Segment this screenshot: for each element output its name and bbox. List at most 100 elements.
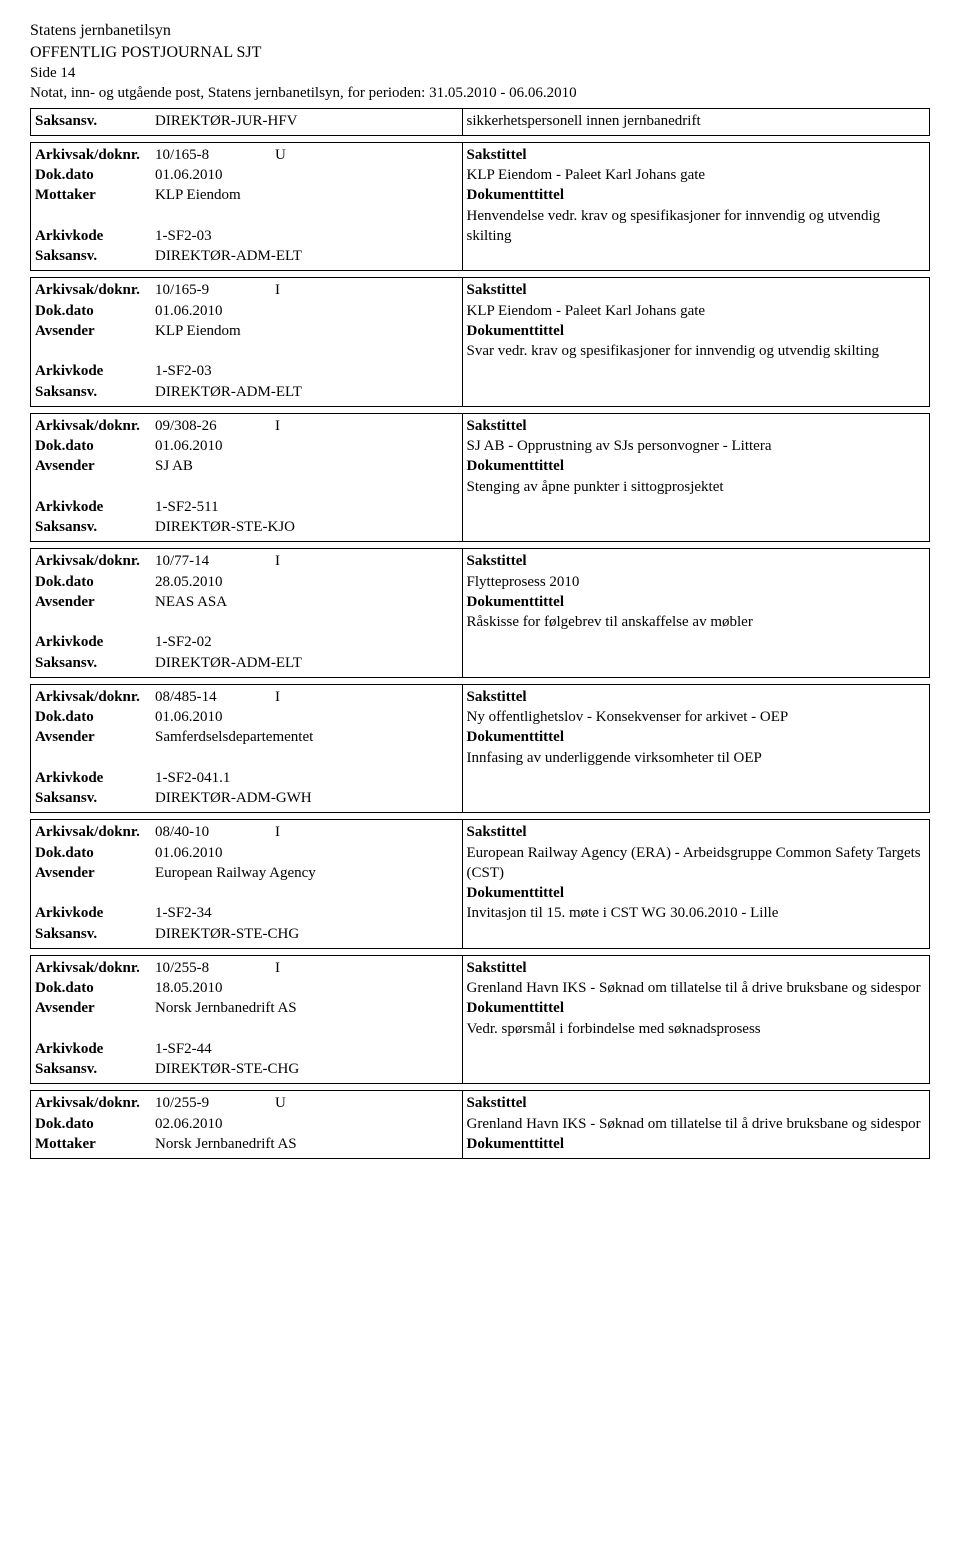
arkivsak-value: 10/165-8U	[155, 145, 458, 165]
saksansv-label: Saksansv.	[35, 111, 155, 131]
saksansv-value: DIREKTØR-STE-KJO	[155, 517, 458, 537]
entry-table: Arkivsak/doknr.10/165-9IDok.dato01.06.20…	[30, 277, 930, 407]
party-label: Avsender	[35, 727, 155, 747]
arkivkode-value: 1-SF2-041.1	[155, 768, 458, 788]
party-label: Avsender	[35, 456, 155, 476]
dokdato-value: 01.06.2010	[155, 165, 458, 185]
sakstittel-value: KLP Eiendom - Paleet Karl Johans gate	[467, 301, 925, 321]
dokumenttittel-label: Dokumenttittel	[467, 321, 925, 341]
party-value: Norsk Jernbanedrift AS	[155, 1134, 458, 1154]
entry-left-cell: Arkivsak/doknr.08/485-14IDok.dato01.06.2…	[31, 684, 463, 813]
entry-table: Arkivsak/doknr.10/165-8UDok.dato01.06.20…	[30, 142, 930, 272]
arkivsak-value: 10/255-8I	[155, 958, 458, 978]
party-label: Mottaker	[35, 1134, 155, 1154]
party-label: Avsender	[35, 592, 155, 612]
sakstittel-label: Sakstittel	[467, 1093, 925, 1113]
dokumenttittel-label: Dokumenttittel	[467, 592, 925, 612]
entry-left-cell: Arkivsak/doknr.10/165-9IDok.dato01.06.20…	[31, 278, 463, 407]
sakstittel-value: Flytteprosess 2010	[467, 572, 925, 592]
table-row: Arkivsak/doknr.09/308-26IDok.dato01.06.2…	[31, 413, 930, 542]
io-direction: U	[275, 1095, 286, 1111]
io-direction: I	[275, 418, 280, 434]
sakstittel-label: Sakstittel	[467, 822, 925, 842]
io-direction: I	[275, 282, 280, 298]
entry-left-cell: Arkivsak/doknr.08/40-10IDok.dato01.06.20…	[31, 820, 463, 949]
table-row: Arkivsak/doknr.10/255-9UDok.dato02.06.20…	[31, 1091, 930, 1159]
arkivsak-value: 10/77-14I	[155, 551, 458, 571]
arkivsak-label: Arkivsak/doknr.	[35, 687, 155, 707]
entry-right-cell: SakstittelEuropean Railway Agency (ERA) …	[462, 820, 929, 949]
entry-right-cell: SakstittelKLP Eiendom - Paleet Karl Joha…	[462, 142, 929, 271]
page-subtitle: Notat, inn- og utgående post, Statens je…	[30, 83, 930, 103]
entry-right-cell: SakstittelGrenland Havn IKS - Søknad om …	[462, 955, 929, 1084]
arkivkode-value: 1-SF2-34	[155, 903, 458, 923]
arkivkode-value: 1-SF2-03	[155, 226, 458, 246]
party-value: SJ AB	[155, 456, 458, 476]
saksansv-label: Saksansv.	[35, 246, 155, 266]
party-label: Avsender	[35, 998, 155, 1018]
party-value: KLP Eiendom	[155, 185, 458, 205]
dokumenttittel-value: Råskisse for følgebrev til anskaffelse a…	[467, 612, 925, 632]
arkivsak-label: Arkivsak/doknr.	[35, 145, 155, 165]
dokdato-value: 02.06.2010	[155, 1114, 458, 1134]
party-label: Avsender	[35, 863, 155, 883]
blank-line	[35, 1019, 155, 1039]
arkivkode-value: 1-SF2-511	[155, 497, 458, 517]
party-value: Norsk Jernbanedrift AS	[155, 998, 458, 1018]
page-header: Statens jernbanetilsyn OFFENTLIG POSTJOU…	[30, 20, 930, 104]
journal-title: OFFENTLIG POSTJOURNAL SJT	[30, 42, 930, 64]
sakstittel-label: Sakstittel	[467, 416, 925, 436]
entry-right-cell: SakstittelFlytteprosess 2010Dokumenttitt…	[462, 549, 929, 678]
sakstittel-value: Grenland Havn IKS - Søknad om tillatelse…	[467, 1114, 925, 1134]
io-direction: I	[275, 824, 280, 840]
entry-table: Arkivsak/doknr.08/485-14IDok.dato01.06.2…	[30, 684, 930, 814]
dokumenttittel-value: Vedr. spørsmål i forbindelse med søknads…	[467, 1019, 925, 1039]
dokdato-label: Dok.dato	[35, 843, 155, 863]
saksansv-label: Saksansv.	[35, 924, 155, 944]
entry-table: Arkivsak/doknr.08/40-10IDok.dato01.06.20…	[30, 819, 930, 949]
io-direction: I	[275, 553, 280, 569]
arkivsak-label: Arkivsak/doknr.	[35, 958, 155, 978]
sakstittel-label: Sakstittel	[467, 280, 925, 300]
blank-line	[35, 883, 155, 903]
dokdato-label: Dok.dato	[35, 978, 155, 998]
arkivkode-value: 1-SF2-44	[155, 1039, 458, 1059]
dokumenttittel-label: Dokumenttittel	[467, 998, 925, 1018]
arkivsak-value: 10/165-9I	[155, 280, 458, 300]
dokumenttittel-label: Dokumenttittel	[467, 185, 925, 205]
arkivkode-label: Arkivkode	[35, 1039, 155, 1059]
arkivsak-value: 10/255-9U	[155, 1093, 458, 1113]
sakstittel-value: Grenland Havn IKS - Søknad om tillatelse…	[467, 978, 925, 998]
sakstittel-label: Sakstittel	[467, 958, 925, 978]
blank-line	[35, 477, 155, 497]
entry-left-cell: Arkivsak/doknr.10/165-8UDok.dato01.06.20…	[31, 142, 463, 271]
dokumenttittel-label: Dokumenttittel	[467, 1134, 925, 1154]
dokumenttittel-value: Invitasjon til 15. møte i CST WG 30.06.2…	[467, 903, 925, 923]
table-row: Arkivsak/doknr.08/40-10IDok.dato01.06.20…	[31, 820, 930, 949]
arkivsak-label: Arkivsak/doknr.	[35, 1093, 155, 1113]
entry-table: Arkivsak/doknr.10/255-9UDok.dato02.06.20…	[30, 1090, 930, 1159]
table-row: Arkivsak/doknr.10/255-8IDok.dato18.05.20…	[31, 955, 930, 1084]
arkivsak-label: Arkivsak/doknr.	[35, 416, 155, 436]
entry-left-cell: Arkivsak/doknr.09/308-26IDok.dato01.06.2…	[31, 413, 463, 542]
arkivsak-value: 08/40-10I	[155, 822, 458, 842]
dokdato-label: Dok.dato	[35, 707, 155, 727]
table-row: Saksansv. DIREKTØR-JUR-HFV sikkerhetsper…	[31, 108, 930, 135]
page-number: Side 14	[30, 63, 930, 83]
entry-left-cell: Arkivsak/doknr.10/255-8IDok.dato18.05.20…	[31, 955, 463, 1084]
entry-table: Arkivsak/doknr.09/308-26IDok.dato01.06.2…	[30, 413, 930, 543]
top-right-cell: sikkerhetspersonell innen jernbanedrift	[462, 108, 929, 135]
party-label: Mottaker	[35, 185, 155, 205]
saksansv-value: DIREKTØR-STE-CHG	[155, 1059, 458, 1079]
dokumenttittel-label: Dokumenttittel	[467, 727, 925, 747]
arkivkode-label: Arkivkode	[35, 903, 155, 923]
dokdato-value: 01.06.2010	[155, 707, 458, 727]
entries-container: Arkivsak/doknr.10/165-8UDok.dato01.06.20…	[30, 142, 930, 1159]
saksansv-label: Saksansv.	[35, 788, 155, 808]
dokumenttittel-value: Svar vedr. krav og spesifikasjoner for i…	[467, 341, 925, 361]
dokdato-value: 18.05.2010	[155, 978, 458, 998]
dokdato-label: Dok.dato	[35, 301, 155, 321]
sakstittel-label: Sakstittel	[467, 145, 925, 165]
sakstittel-value: SJ AB - Opprustning av SJs personvogner …	[467, 436, 925, 456]
saksansv-label: Saksansv.	[35, 1059, 155, 1079]
